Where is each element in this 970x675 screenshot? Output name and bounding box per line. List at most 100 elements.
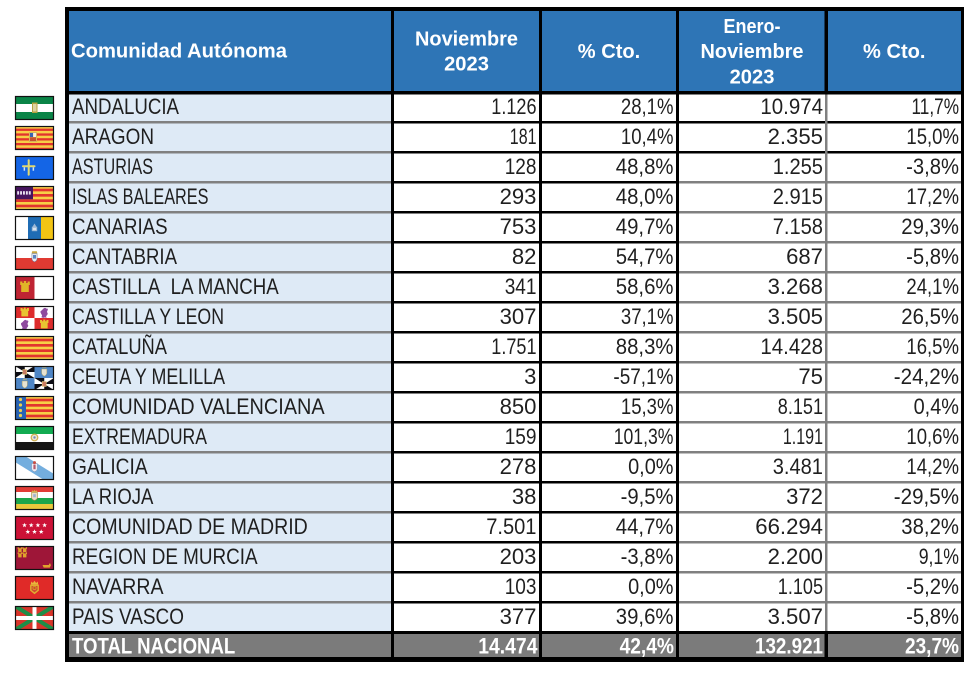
svg-text:REGION DE MURCIA: REGION DE MURCIA: [72, 544, 258, 569]
svg-text:88,3%: 88,3%: [616, 334, 674, 359]
svg-text:48,8%: 48,8%: [616, 154, 674, 179]
svg-text:58,6%: 58,6%: [616, 274, 674, 299]
svg-text:101,3%: 101,3%: [614, 424, 674, 449]
svg-text:38,2%: 38,2%: [901, 514, 959, 539]
svg-text:3: 3: [524, 364, 536, 389]
svg-text:ANDALUCIA: ANDALUCIA: [72, 94, 179, 119]
svg-text:278: 278: [500, 454, 537, 479]
svg-text:CATALUÑA: CATALUÑA: [72, 334, 167, 359]
svg-text:-3,8%: -3,8%: [906, 154, 959, 179]
svg-text:24,1%: 24,1%: [906, 274, 959, 299]
svg-text:132.921: 132.921: [755, 634, 823, 659]
svg-text:1.255: 1.255: [773, 154, 823, 179]
svg-text:372: 372: [786, 484, 823, 509]
svg-text:-57,1%: -57,1%: [613, 364, 673, 389]
svg-text:Enero-: Enero-: [724, 16, 781, 38]
svg-text:687: 687: [786, 244, 823, 269]
svg-text:-5,8%: -5,8%: [906, 604, 959, 629]
svg-text:1.105: 1.105: [778, 574, 823, 599]
svg-text:48,0%: 48,0%: [616, 184, 674, 209]
svg-text:14,2%: 14,2%: [906, 454, 959, 479]
svg-text:128: 128: [505, 154, 537, 179]
svg-text:28,1%: 28,1%: [621, 94, 674, 119]
svg-text:11,7%: 11,7%: [912, 94, 960, 119]
svg-text:% Cto.: % Cto.: [578, 41, 640, 63]
svg-text:COMUNIDAD DE MADRID: COMUNIDAD DE MADRID: [72, 514, 308, 539]
svg-text:% Cto.: % Cto.: [863, 41, 925, 63]
svg-text:341: 341: [505, 274, 537, 299]
svg-text:1.126: 1.126: [491, 94, 536, 119]
svg-text:16,5%: 16,5%: [906, 334, 959, 359]
svg-text:0,0%: 0,0%: [628, 454, 673, 479]
svg-text:Noviembre: Noviembre: [415, 29, 518, 51]
svg-text:GALICIA: GALICIA: [72, 454, 148, 479]
svg-text:TOTAL NACIONAL: TOTAL NACIONAL: [72, 634, 235, 659]
svg-text:7.158: 7.158: [773, 214, 823, 239]
svg-text:7.501: 7.501: [486, 514, 536, 539]
svg-text:1.751: 1.751: [491, 334, 536, 359]
svg-text:3.268: 3.268: [768, 274, 823, 299]
svg-text:14.428: 14.428: [760, 334, 823, 359]
svg-text:82: 82: [512, 244, 537, 269]
svg-text:23,7%: 23,7%: [905, 634, 959, 659]
svg-text:10,6%: 10,6%: [906, 424, 959, 449]
svg-text:307: 307: [500, 304, 537, 329]
svg-text:CASTILLA Y LEON: CASTILLA Y LEON: [72, 304, 224, 329]
svg-text:ARAGON: ARAGON: [72, 124, 154, 149]
svg-text:2.200: 2.200: [768, 544, 823, 569]
svg-text:CANTABRIA: CANTABRIA: [72, 244, 177, 269]
svg-text:159: 159: [505, 424, 537, 449]
svg-text:38: 38: [512, 484, 537, 509]
svg-text:2.355: 2.355: [768, 124, 823, 149]
svg-text:CASTILLA LA MANCHA: CASTILLA LA MANCHA: [72, 274, 279, 299]
svg-text:0,4%: 0,4%: [914, 394, 959, 419]
svg-text:37,1%: 37,1%: [621, 304, 674, 329]
svg-text:PAIS VASCO: PAIS VASCO: [72, 604, 184, 629]
svg-text:753: 753: [500, 214, 537, 239]
svg-text:1.191: 1.191: [783, 424, 823, 449]
svg-text:39,6%: 39,6%: [616, 604, 674, 629]
svg-text:293: 293: [500, 184, 537, 209]
svg-text:203: 203: [500, 544, 537, 569]
svg-text:2023: 2023: [730, 66, 775, 88]
svg-text:15,3%: 15,3%: [621, 394, 674, 419]
svg-text:3.481: 3.481: [773, 454, 823, 479]
svg-text:54,7%: 54,7%: [616, 244, 674, 269]
svg-text:2.915: 2.915: [773, 184, 823, 209]
svg-text:Noviembre: Noviembre: [701, 41, 804, 63]
svg-text:42,4%: 42,4%: [620, 634, 674, 659]
svg-text:2023: 2023: [444, 54, 489, 76]
svg-text:29,3%: 29,3%: [901, 214, 959, 239]
svg-text:CEUTA Y MELILLA: CEUTA Y MELILLA: [72, 364, 225, 389]
svg-text:3.507: 3.507: [768, 604, 823, 629]
svg-text:-24,2%: -24,2%: [894, 364, 959, 389]
svg-text:850: 850: [500, 394, 537, 419]
svg-text:14.474: 14.474: [478, 634, 538, 659]
svg-text:ASTURIAS: ASTURIAS: [72, 154, 153, 179]
svg-text:8.151: 8.151: [778, 394, 823, 419]
svg-text:17,2%: 17,2%: [906, 184, 959, 209]
svg-text:9,1%: 9,1%: [919, 544, 959, 569]
svg-text:COMUNIDAD VALENCIANA: COMUNIDAD VALENCIANA: [72, 394, 325, 419]
svg-text:NAVARRA: NAVARRA: [72, 574, 164, 599]
svg-text:10.974: 10.974: [760, 94, 823, 119]
svg-text:66.294: 66.294: [755, 514, 823, 539]
svg-text:CANARIAS: CANARIAS: [72, 214, 168, 239]
svg-text:377: 377: [500, 604, 537, 629]
svg-text:44,7%: 44,7%: [616, 514, 674, 539]
svg-text:26,5%: 26,5%: [901, 304, 959, 329]
svg-text:0,0%: 0,0%: [628, 574, 673, 599]
svg-text:ISLAS BALEARES: ISLAS BALEARES: [72, 184, 209, 209]
svg-text:-5,2%: -5,2%: [906, 574, 959, 599]
svg-text:3.505: 3.505: [768, 304, 823, 329]
svg-text:Comunidad Autónoma: Comunidad Autónoma: [71, 41, 288, 63]
svg-text:10,4%: 10,4%: [621, 124, 674, 149]
svg-text:-3,8%: -3,8%: [621, 544, 674, 569]
svg-text:75: 75: [798, 364, 823, 389]
svg-text:-9,5%: -9,5%: [621, 484, 674, 509]
svg-text:EXTREMADURA: EXTREMADURA: [72, 424, 207, 449]
svg-text:49,7%: 49,7%: [616, 214, 674, 239]
svg-text:103: 103: [505, 574, 537, 599]
svg-text:15,0%: 15,0%: [906, 124, 959, 149]
svg-text:181: 181: [510, 124, 537, 149]
